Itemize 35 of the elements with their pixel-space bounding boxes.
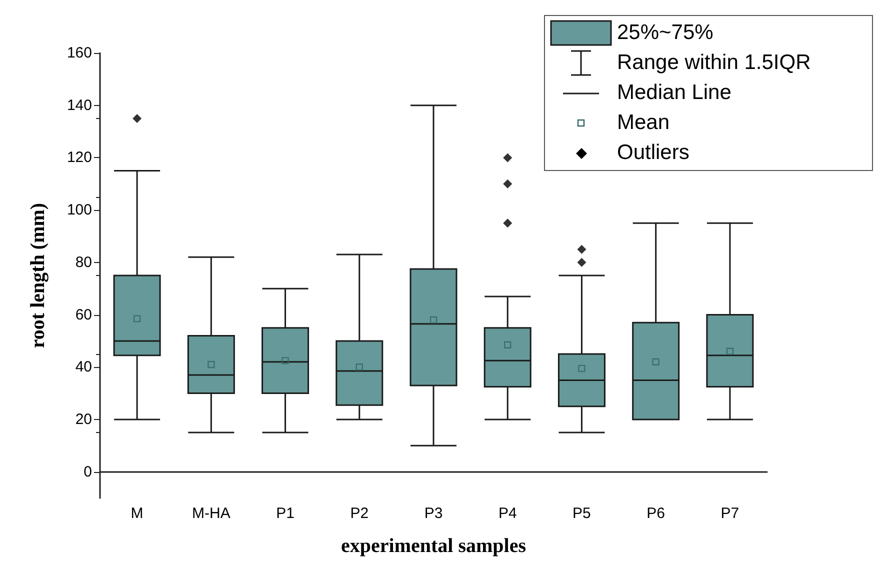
y-tick-label: 140	[66, 96, 92, 114]
y-tick-label: 80	[75, 254, 92, 271]
x-tick-label: M	[130, 505, 144, 522]
y-axis-title: root length (mm)	[27, 202, 49, 348]
legend-label: Mean	[617, 111, 670, 135]
x-tick-label: P3	[424, 505, 443, 522]
point	[504, 341, 512, 348]
y-tick-label: 100	[66, 202, 92, 219]
x-tick-label: P7	[720, 505, 740, 522]
y-tick-label: 60	[75, 306, 92, 324]
x-tick-label: P6	[646, 505, 666, 522]
point	[578, 364, 586, 372]
y-tick-label: 120	[66, 149, 92, 166]
point	[652, 358, 660, 366]
point	[726, 348, 734, 356]
point	[282, 356, 289, 364]
annotation: Range within 1.5IQR	[617, 51, 811, 75]
x-axis-title: experimental samples	[341, 535, 526, 557]
point	[208, 360, 215, 368]
legend-label: 25%~75%	[617, 21, 714, 45]
annotation: Median Line	[617, 81, 732, 105]
x-tick-label: P1	[276, 505, 294, 522]
y-tick-label: 160	[66, 44, 92, 62]
x-tick-label: M-HA	[192, 505, 230, 522]
y-tick-label: 40	[75, 358, 92, 376]
legend-label: Outliers	[617, 141, 690, 165]
x-tick-label: P5	[572, 505, 591, 522]
y-tick-label: 0	[84, 463, 92, 480]
point	[133, 315, 141, 322]
point	[430, 316, 438, 324]
point	[132, 114, 142, 123]
point	[356, 364, 363, 371]
x-tick-label: P4	[498, 505, 517, 522]
x-tick-label: P2	[350, 505, 369, 522]
y-tick-label: 20	[75, 410, 92, 428]
